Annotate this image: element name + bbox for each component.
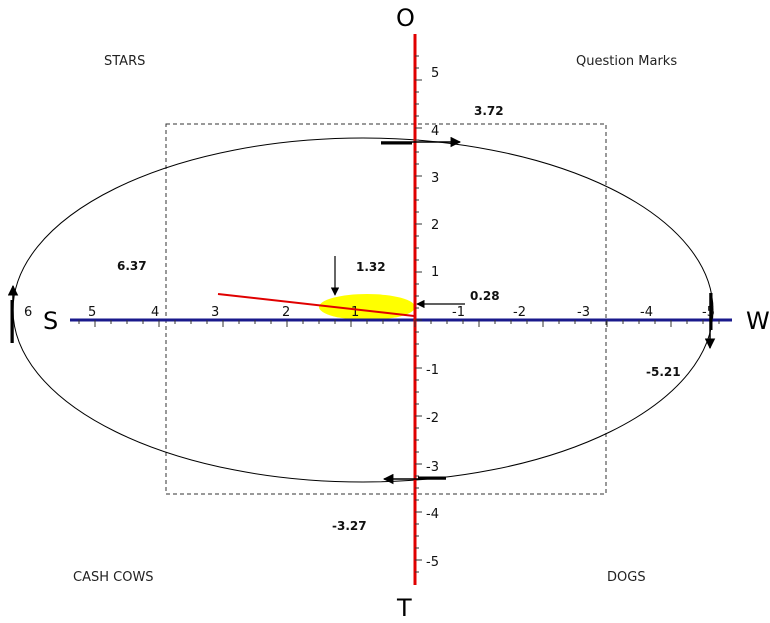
quadrant-label-stars: STARS	[104, 54, 145, 69]
quadrant-label-dogs: DOGS	[607, 570, 646, 585]
y-tick-label: -2	[426, 411, 439, 426]
ellipse-arrow-left	[7, 284, 19, 343]
ellipse-arrow-top	[381, 136, 462, 148]
x-tick-label: 2	[282, 305, 290, 320]
value-s: 6.37	[117, 259, 147, 273]
x-tick-label: 4	[151, 305, 159, 320]
x-tick-label: -4	[640, 305, 653, 320]
y-tick-label: -4	[426, 507, 439, 522]
ellipse-arrow-right	[704, 293, 716, 350]
value-w: -5.21	[646, 365, 681, 379]
axis-label-bottom: T	[396, 594, 412, 622]
x-tick-label: -2	[513, 305, 526, 320]
horizontal-axis-ticks	[78, 320, 720, 327]
x-tick-label: -5	[702, 305, 715, 320]
boundary-rectangle	[165, 123, 607, 495]
x-tick-label: 3	[211, 305, 219, 320]
value-center-y: 0.28	[470, 289, 500, 303]
strategy-direction-line	[217, 293, 415, 317]
axis-label-top: O	[396, 4, 415, 32]
x-tick-label: 1	[351, 305, 359, 320]
y-tick-label: 2	[431, 218, 439, 233]
y-tick-label: -3	[426, 460, 439, 475]
quadrant-label-cash-cows: CASH COWS	[73, 570, 154, 585]
x-tick-label: -3	[577, 305, 590, 320]
vertical-axis-ticks	[415, 55, 422, 573]
horizontal-axis-tick-labels: 6 5 4 3 2 1 -1 -2 -3 -4 -5	[24, 305, 715, 320]
value-o: 3.72	[474, 104, 504, 118]
x-tick-label: 5	[88, 305, 96, 320]
y-tick-label: 1	[431, 265, 439, 280]
vertical-axis-tick-labels: 5 4 3 2 1 -1 -2 -3 -4 -5	[426, 66, 439, 570]
axis-label-right: W	[746, 307, 770, 335]
ellipse-arrow-bottom	[382, 473, 446, 485]
axis-label-left: S	[43, 307, 58, 335]
y-tick-label: 4	[431, 124, 439, 139]
value-t: -3.27	[332, 519, 367, 533]
quadrant-label-question-marks: Question Marks	[576, 54, 677, 69]
y-tick-label: -1	[426, 363, 439, 378]
value-center-x: 1.32	[356, 260, 386, 274]
y-tick-label: 3	[431, 171, 439, 186]
y-tick-label: -5	[426, 555, 439, 570]
y-tick-label: 5	[431, 66, 439, 81]
x-tick-label: 6	[24, 305, 32, 320]
x-tick-label: -1	[452, 305, 465, 320]
